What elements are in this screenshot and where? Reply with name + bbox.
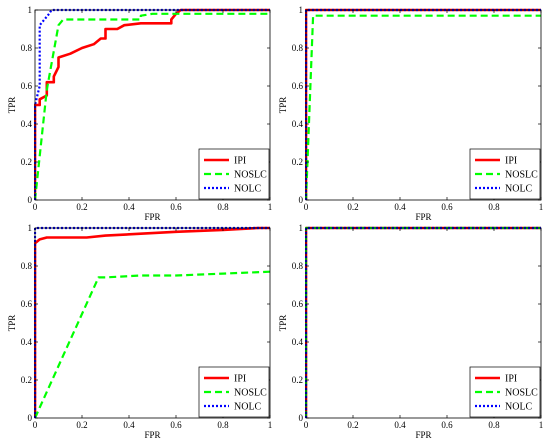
axes-box: [34, 227, 271, 419]
y-axis-label: TPR: [7, 97, 17, 114]
y-tick-label: 0.2: [292, 157, 303, 167]
y-tick-label: 0.2: [21, 375, 32, 385]
x-tick-label: 0.8: [217, 420, 229, 430]
x-tick-label: 0.2: [76, 420, 87, 430]
x-tick-label: 0.4: [394, 202, 406, 212]
legend-label-ipi: IPI: [234, 374, 246, 385]
x-axis-label: FPR: [415, 430, 431, 440]
x-axis-label: FPR: [144, 430, 160, 440]
x-tick-label: 0.4: [123, 202, 135, 212]
x-tick-label: 0.6: [441, 420, 453, 430]
legend: IPI NOSLC NOLC: [198, 366, 270, 418]
y-tick-label: 0.6: [292, 81, 304, 91]
y-tick-label: 0.8: [21, 261, 33, 271]
legend-label-ipi: IPI: [234, 156, 246, 167]
legend-label-noslc: NOSLC: [505, 388, 538, 399]
legend-label-noslc: NOSLC: [234, 170, 267, 181]
axes-box: [305, 9, 542, 201]
x-tick-label: 0: [33, 420, 38, 430]
y-tick-label: 0.4: [292, 119, 304, 129]
chart-panel-3: 0 0.2 0.4 0.6 0.8 1 0 0.2 0.4 0.6 0.8 1 FPR TPR IPI NOS…: [7, 223, 272, 440]
axes-box: [34, 9, 271, 201]
y-tick-label: 0.2: [21, 157, 32, 167]
y-tick-label: 0.4: [21, 119, 33, 129]
x-tick-label: 0.6: [170, 420, 182, 430]
y-tick-label: 1: [28, 5, 33, 15]
y-tick-label: 0: [299, 195, 304, 205]
y-tick-label: 0: [28, 195, 33, 205]
x-tick-label: 0.8: [488, 420, 500, 430]
x-tick-label: 0.2: [347, 202, 358, 212]
legend: IPI NOSLC NOLC: [469, 148, 541, 200]
y-tick-label: 0.6: [21, 81, 33, 91]
y-tick-label: 0.8: [292, 261, 304, 271]
y-tick-label: 0.4: [21, 337, 33, 347]
x-tick-label: 1: [539, 202, 544, 212]
y-tick-label: 1: [299, 5, 304, 15]
legend-label-noslc: NOSLC: [234, 388, 267, 399]
x-tick-label: 0.4: [123, 420, 135, 430]
y-tick-label: 0: [28, 413, 33, 423]
y-axis-label: TPR: [7, 315, 17, 332]
x-tick-label: 0.6: [441, 202, 453, 212]
legend-label-nolc: NOLC: [234, 184, 262, 195]
legend: IPI NOSLC NOLC: [469, 366, 541, 418]
x-tick-label: 0.4: [394, 420, 406, 430]
axes-box: [305, 227, 542, 419]
legend-label-noslc: NOSLC: [505, 170, 538, 181]
x-tick-label: 0.8: [488, 202, 500, 212]
series-line-noslc: [34, 270, 271, 419]
x-tick-label: 0.2: [76, 202, 87, 212]
x-tick-label: 0.8: [217, 202, 229, 212]
chart-panel-4: 0 0.2 0.4 0.6 0.8 1 0 0.2 0.4 0.6 0.8 1 FPR TPR IPI NOS…: [278, 223, 543, 440]
series-line-noslc: [305, 14, 541, 201]
x-axis-label: FPR: [144, 212, 160, 222]
series-line-noslc: [34, 12, 270, 201]
y-tick-label: 0.6: [292, 299, 304, 309]
chart-panel-2: 0 0.2 0.4 0.6 0.8 1 0 0.2 0.4 0.6 0.8 1 FPR TPR IPI NOS…: [278, 5, 543, 222]
x-axis-label: FPR: [415, 212, 431, 222]
chart-panel-1: 0 0.2 0.4 0.6 0.8 1 0 0.2 0.4 0.6 0.8 1 FPR TPR IPI NOS…: [7, 5, 272, 222]
y-tick-label: 0.8: [21, 43, 33, 53]
x-tick-label: 1: [539, 420, 544, 430]
y-tick-label: 0.8: [292, 43, 304, 53]
legend: IPI NOSLC NOLC: [198, 148, 270, 200]
y-axis-label: TPR: [278, 315, 288, 332]
y-tick-label: 0.4: [292, 337, 304, 347]
y-axis-label: TPR: [278, 97, 288, 114]
legend-label-ipi: IPI: [505, 156, 517, 167]
x-tick-label: 0: [304, 420, 309, 430]
x-tick-label: 1: [268, 202, 273, 212]
legend-label-nolc: NOLC: [505, 402, 533, 413]
x-tick-label: 0: [33, 202, 38, 212]
legend-label-nolc: NOLC: [234, 402, 262, 413]
x-tick-label: 0: [304, 202, 309, 212]
y-tick-label: 0.6: [21, 299, 33, 309]
x-tick-label: 0.6: [170, 202, 182, 212]
x-tick-label: 0.2: [347, 420, 358, 430]
legend-label-nolc: NOLC: [505, 184, 533, 195]
series-line-ipi: [34, 226, 270, 418]
y-tick-label: 1: [299, 223, 304, 233]
y-tick-label: 0.2: [292, 375, 303, 385]
legend-label-ipi: IPI: [505, 374, 517, 385]
y-tick-label: 1: [28, 223, 33, 233]
x-tick-label: 1: [268, 420, 273, 430]
y-tick-label: 0: [299, 413, 304, 423]
